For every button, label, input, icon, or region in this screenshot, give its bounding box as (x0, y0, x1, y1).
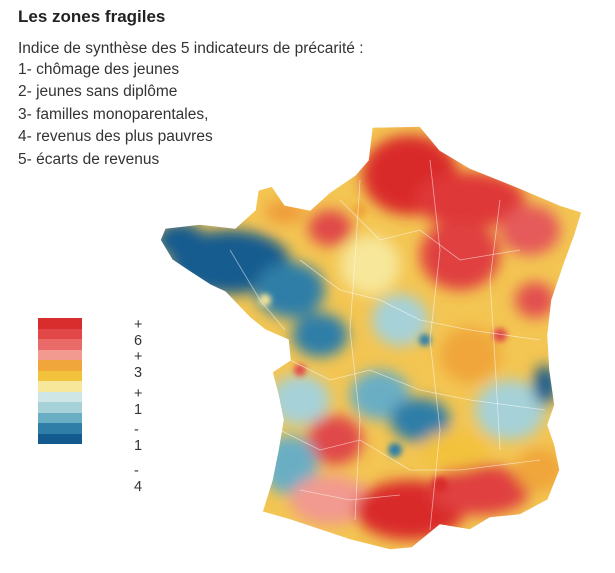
legend-swatch (38, 412, 82, 423)
legend-swatch (38, 402, 82, 413)
indicator-item: 5- écarts de revenus (18, 150, 160, 168)
legend-label: - 4 (134, 463, 143, 495)
legend-swatch (38, 328, 82, 339)
color-legend: + 6 + 3 + 1 - 1 - 4 (38, 317, 142, 495)
legend-swatch (38, 423, 82, 434)
legend-swatch (38, 381, 82, 392)
legend-label: + 3 (134, 349, 143, 381)
indicator-list: 1- chômage des jeunes 2- jeunes sans dip… (18, 59, 213, 171)
legend-swatch (38, 391, 82, 402)
legend-swatch (38, 360, 82, 371)
legend-swatch (38, 318, 82, 329)
france-choropleth-map (159, 125, 583, 550)
legend-label: - 1 (134, 422, 143, 454)
legend-swatch (38, 339, 82, 350)
indicator-item: 3- familles monoparentales, (18, 105, 209, 123)
regions-layer (160, 126, 582, 550)
legend-swatch (38, 433, 82, 444)
france-outline (159, 125, 583, 550)
map-title: Les zones fragiles (18, 7, 166, 26)
legend-swatch (38, 370, 82, 381)
indicator-item: 1- chômage des jeunes (18, 61, 180, 78)
indicator-item: 4- revenus des plus pauvres (18, 128, 213, 146)
legend-label: + 1 (134, 386, 143, 418)
legend-label: + 6 (134, 317, 143, 349)
indicator-item: 2- jeunes sans diplôme (18, 83, 178, 101)
map-subtitle: Indice de synthèse des 5 indicateurs de … (18, 40, 364, 57)
legend-swatches (38, 318, 82, 444)
legend-swatch (38, 349, 82, 360)
